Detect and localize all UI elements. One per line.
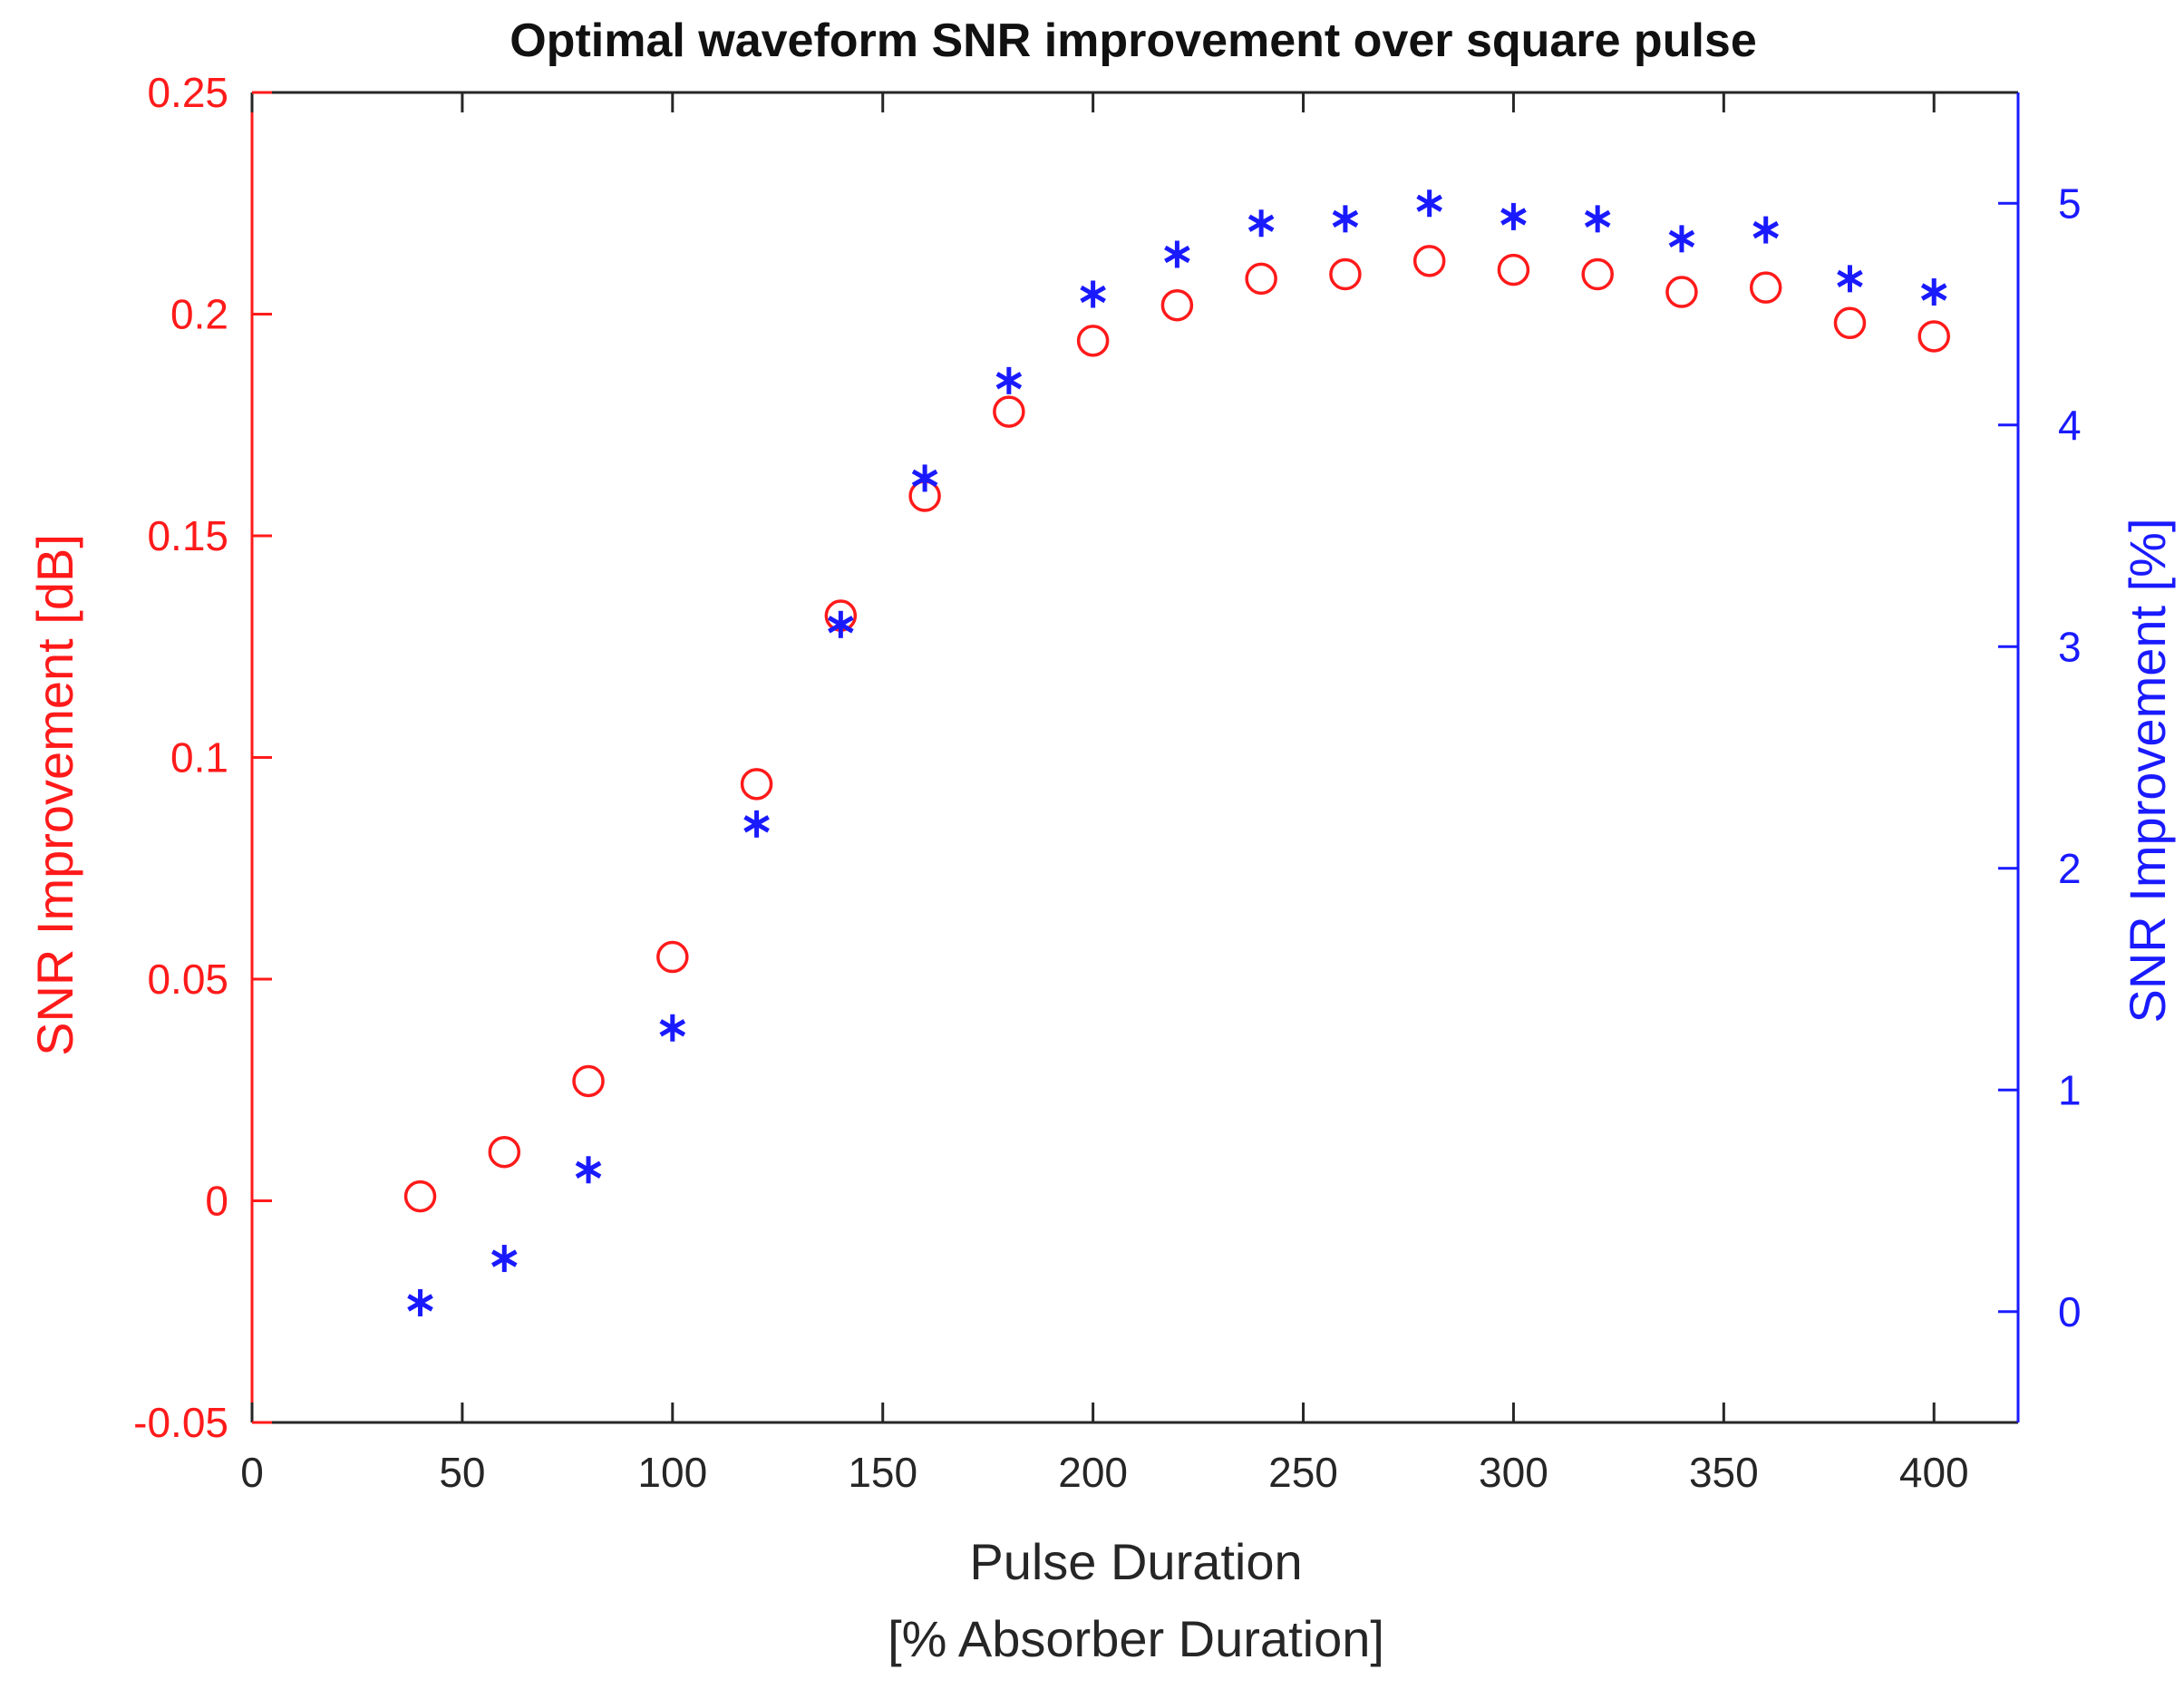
point-asterisk-pct [911,464,938,492]
point-circle-db [1749,271,1782,304]
x-tick-label: 250 [1268,1449,1338,1496]
point-asterisk-pct [1164,240,1190,268]
y-axis-label-right: SNR Improvement [%] [2119,518,2176,1023]
point-circle-db [572,1064,605,1098]
axes: 0 50 100 150 200 250 300 350 400-0.0500.050.10.1… [133,69,2081,1496]
y-right-tick-label: 2 [2058,845,2082,892]
asterisk-stroke [911,469,938,488]
point-circle-db [1497,253,1530,286]
point-circle-db [1412,245,1446,277]
x-tick-label: 300 [1479,1449,1548,1496]
point-asterisk-pct [575,1156,602,1184]
y-left-tick-label: 0 [205,1178,228,1225]
asterisk-stroke [1920,283,1947,301]
asterisk-stroke [1668,229,1695,248]
x-tick-label: 400 [1899,1449,1969,1496]
point-circle-db [740,768,773,801]
data-marks [403,189,1950,1316]
asterisk-stroke [1332,209,1359,228]
y-right-tick-label: 4 [2058,402,2082,449]
x-axis-label-line1: Pulse Duration [969,1533,1302,1590]
y-left-tick-label: 0.05 [147,956,228,1003]
x-tick-label: 50 [439,1449,485,1496]
point-circle-db [1076,325,1110,357]
point-asterisk-pct [1837,265,1863,293]
point-asterisk-pct [407,1288,433,1316]
asterisk-stroke [490,1249,518,1267]
asterisk-stroke [1247,214,1275,232]
point-circle-db [1160,288,1194,322]
x-tick-label: 100 [637,1449,707,1496]
point-circle-db [1833,306,1867,340]
point-asterisk-pct [1247,209,1275,238]
y-right-tick-label: 0 [2058,1288,2082,1335]
asterisk-stroke [1584,209,1611,228]
point-asterisk-pct [1080,280,1106,308]
point-asterisk-pct [1584,205,1611,233]
point-asterisk-pct [490,1245,518,1273]
y-right-tick-label: 5 [2058,180,2082,227]
point-circle-db [1245,262,1277,296]
point-circle-db [1917,320,1950,353]
asterisk-stroke [575,1160,602,1179]
x-tick-label: 0 [240,1449,264,1496]
point-circle-db [656,940,689,974]
asterisk-stroke [1080,285,1106,304]
point-circle-db [488,1135,521,1169]
point-asterisk-pct [1416,189,1442,218]
y-left-tick-label: 0.15 [147,512,228,559]
point-asterisk-pct [1920,278,1947,306]
asterisk-stroke [743,815,770,833]
asterisk-stroke [1752,220,1780,239]
x-tick-label: 350 [1689,1449,1759,1496]
point-asterisk-pct [1752,216,1780,244]
y-axis-label-left: SNR Improvement [dB] [26,534,83,1056]
point-asterisk-pct [1668,225,1695,253]
point-circle-db [403,1179,437,1213]
point-asterisk-pct [659,1014,686,1042]
point-circle-db [1581,257,1614,291]
point-asterisk-pct [1332,205,1359,233]
point-asterisk-pct [995,366,1023,394]
point-circle-db [1665,276,1698,308]
point-circle-db [1329,257,1362,291]
asterisk-stroke [1500,208,1527,226]
asterisk-stroke [1416,194,1442,212]
y-left-tick-label: 0.2 [170,291,228,338]
asterisk-stroke [995,372,1023,390]
x-tick-label: 150 [848,1449,917,1496]
y-left-tick-label: -0.05 [133,1399,228,1446]
x-tick-label: 200 [1058,1449,1128,1496]
y-right-tick-label: 1 [2058,1066,2082,1113]
asterisk-stroke [407,1294,433,1312]
point-asterisk-pct [828,610,854,638]
x-axis-label-line2: [% Absorber Duration] [888,1610,1384,1667]
point-asterisk-pct [1500,202,1527,230]
point-asterisk-pct [743,810,770,838]
chart-title: Optimal waveform SNR improvement over sq… [510,15,1757,67]
asterisk-stroke [828,616,854,634]
y-left-tick-label: 0.1 [170,734,228,781]
y-left-tick-label: 0.25 [147,69,228,116]
asterisk-stroke [1837,269,1863,288]
point-circle-db [993,395,1025,428]
y-right-tick-label: 3 [2058,623,2082,670]
asterisk-stroke [1164,245,1190,264]
asterisk-stroke [659,1019,686,1037]
